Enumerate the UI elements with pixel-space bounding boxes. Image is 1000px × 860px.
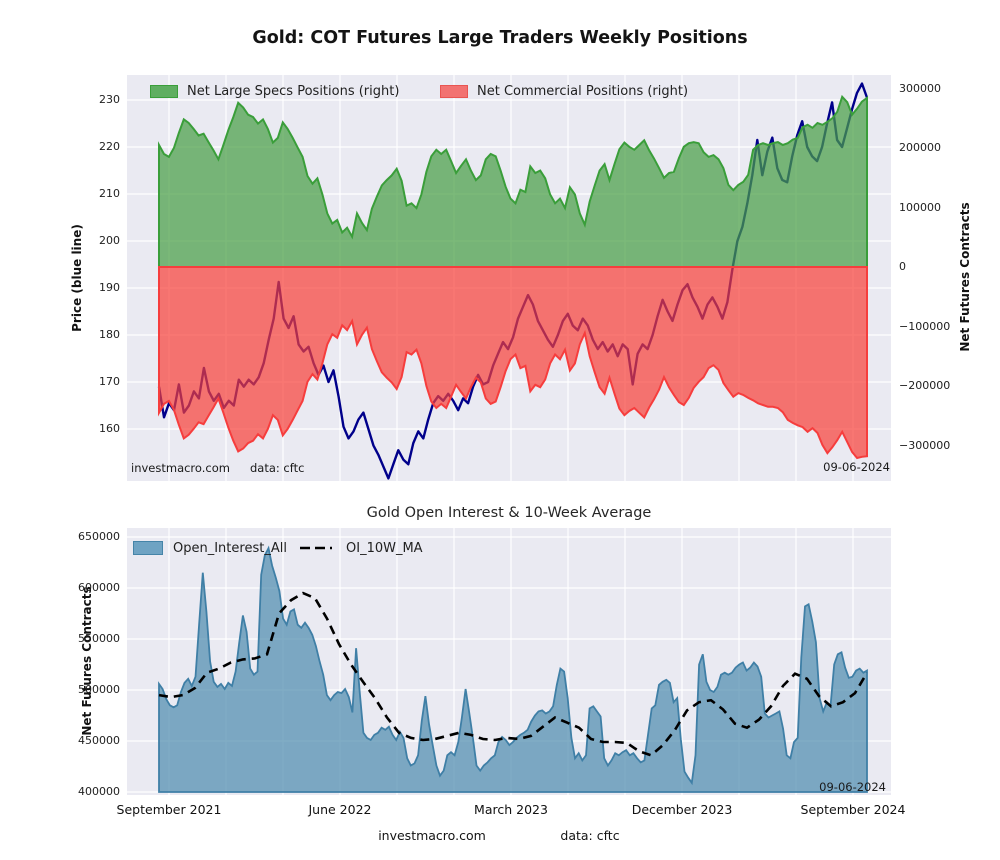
commercials-legend-label: Net Commercial Positions (right) <box>477 83 689 99</box>
top-date-label: 09-06-2024 <box>823 460 890 474</box>
tick-label: 500000 <box>78 683 120 696</box>
tick-label: 230 <box>99 93 120 106</box>
ma-legend-label: OI_10W_MA <box>346 540 423 556</box>
tick-label: 160 <box>99 422 120 435</box>
bottom-legend-open-interest[interactable]: Open_Interest_All <box>133 540 287 556</box>
ma-dash-legend-sample <box>300 546 336 550</box>
top-right-axis-label: Net Futures Contracts <box>958 202 972 352</box>
footer-source: data: cftc <box>560 828 620 843</box>
bottom-chart-plot <box>127 528 891 795</box>
tick-label: 650000 <box>78 530 120 543</box>
tick-label: 200000 <box>899 141 941 154</box>
specs-legend-label: Net Large Specs Positions (right) <box>187 83 400 99</box>
bottom-legend-ma[interactable]: OI_10W_MA <box>300 540 423 556</box>
tick-label: 300000 <box>899 81 941 95</box>
tick-label: 450000 <box>78 734 120 747</box>
tick-label: −200000 <box>899 379 951 392</box>
tick-label: 0 <box>899 260 906 273</box>
tick-label: 220 <box>99 140 120 153</box>
footer-watermark: investmacro.com <box>378 828 486 843</box>
tick-label: September 2024 <box>800 802 906 817</box>
tick-label: September 2021 <box>116 802 222 817</box>
bottom-date-label: 09-06-2024 <box>819 780 886 794</box>
top-chart-plot <box>127 75 891 481</box>
top-legend-specs[interactable]: Net Large Specs Positions (right) <box>150 83 400 99</box>
tick-label: 600000 <box>78 581 120 594</box>
open-interest-legend-label: Open_Interest_All <box>173 540 287 556</box>
commercials-legend-swatch <box>440 84 468 98</box>
open-interest-legend-swatch <box>133 541 163 555</box>
bottom-left-axis-label: Net Futures Contracts <box>80 586 94 736</box>
tick-label: 170 <box>99 375 120 388</box>
specs-legend-swatch <box>150 84 178 98</box>
tick-label: −100000 <box>899 319 951 333</box>
tick-label: March 2023 <box>474 802 548 817</box>
tick-label: 180 <box>99 328 120 341</box>
top-legend-commercials[interactable]: Net Commercial Positions (right) <box>440 83 689 99</box>
tick-label: 400000 <box>78 785 120 798</box>
ma-line <box>158 591 869 757</box>
tick-label: 550000 <box>78 632 120 645</box>
tick-label: 210 <box>99 187 120 200</box>
commercials-area <box>158 266 868 460</box>
page-title: Gold: COT Futures Large Traders Weekly P… <box>252 28 748 48</box>
top-source: data: cftc <box>250 461 305 475</box>
tick-label: 100000 <box>899 200 941 214</box>
specs-area <box>158 94 868 268</box>
top-watermark: investmacro.com <box>131 461 230 475</box>
tick-label: 200 <box>99 234 120 247</box>
tick-label: June 2022 <box>308 802 372 817</box>
open-interest-area <box>158 545 868 793</box>
tick-label: −300000 <box>899 438 951 452</box>
bottom-chart-title: Gold Open Interest & 10-Week Average <box>366 505 652 521</box>
tick-label: December 2023 <box>631 802 733 817</box>
tick-label: 190 <box>99 281 120 294</box>
